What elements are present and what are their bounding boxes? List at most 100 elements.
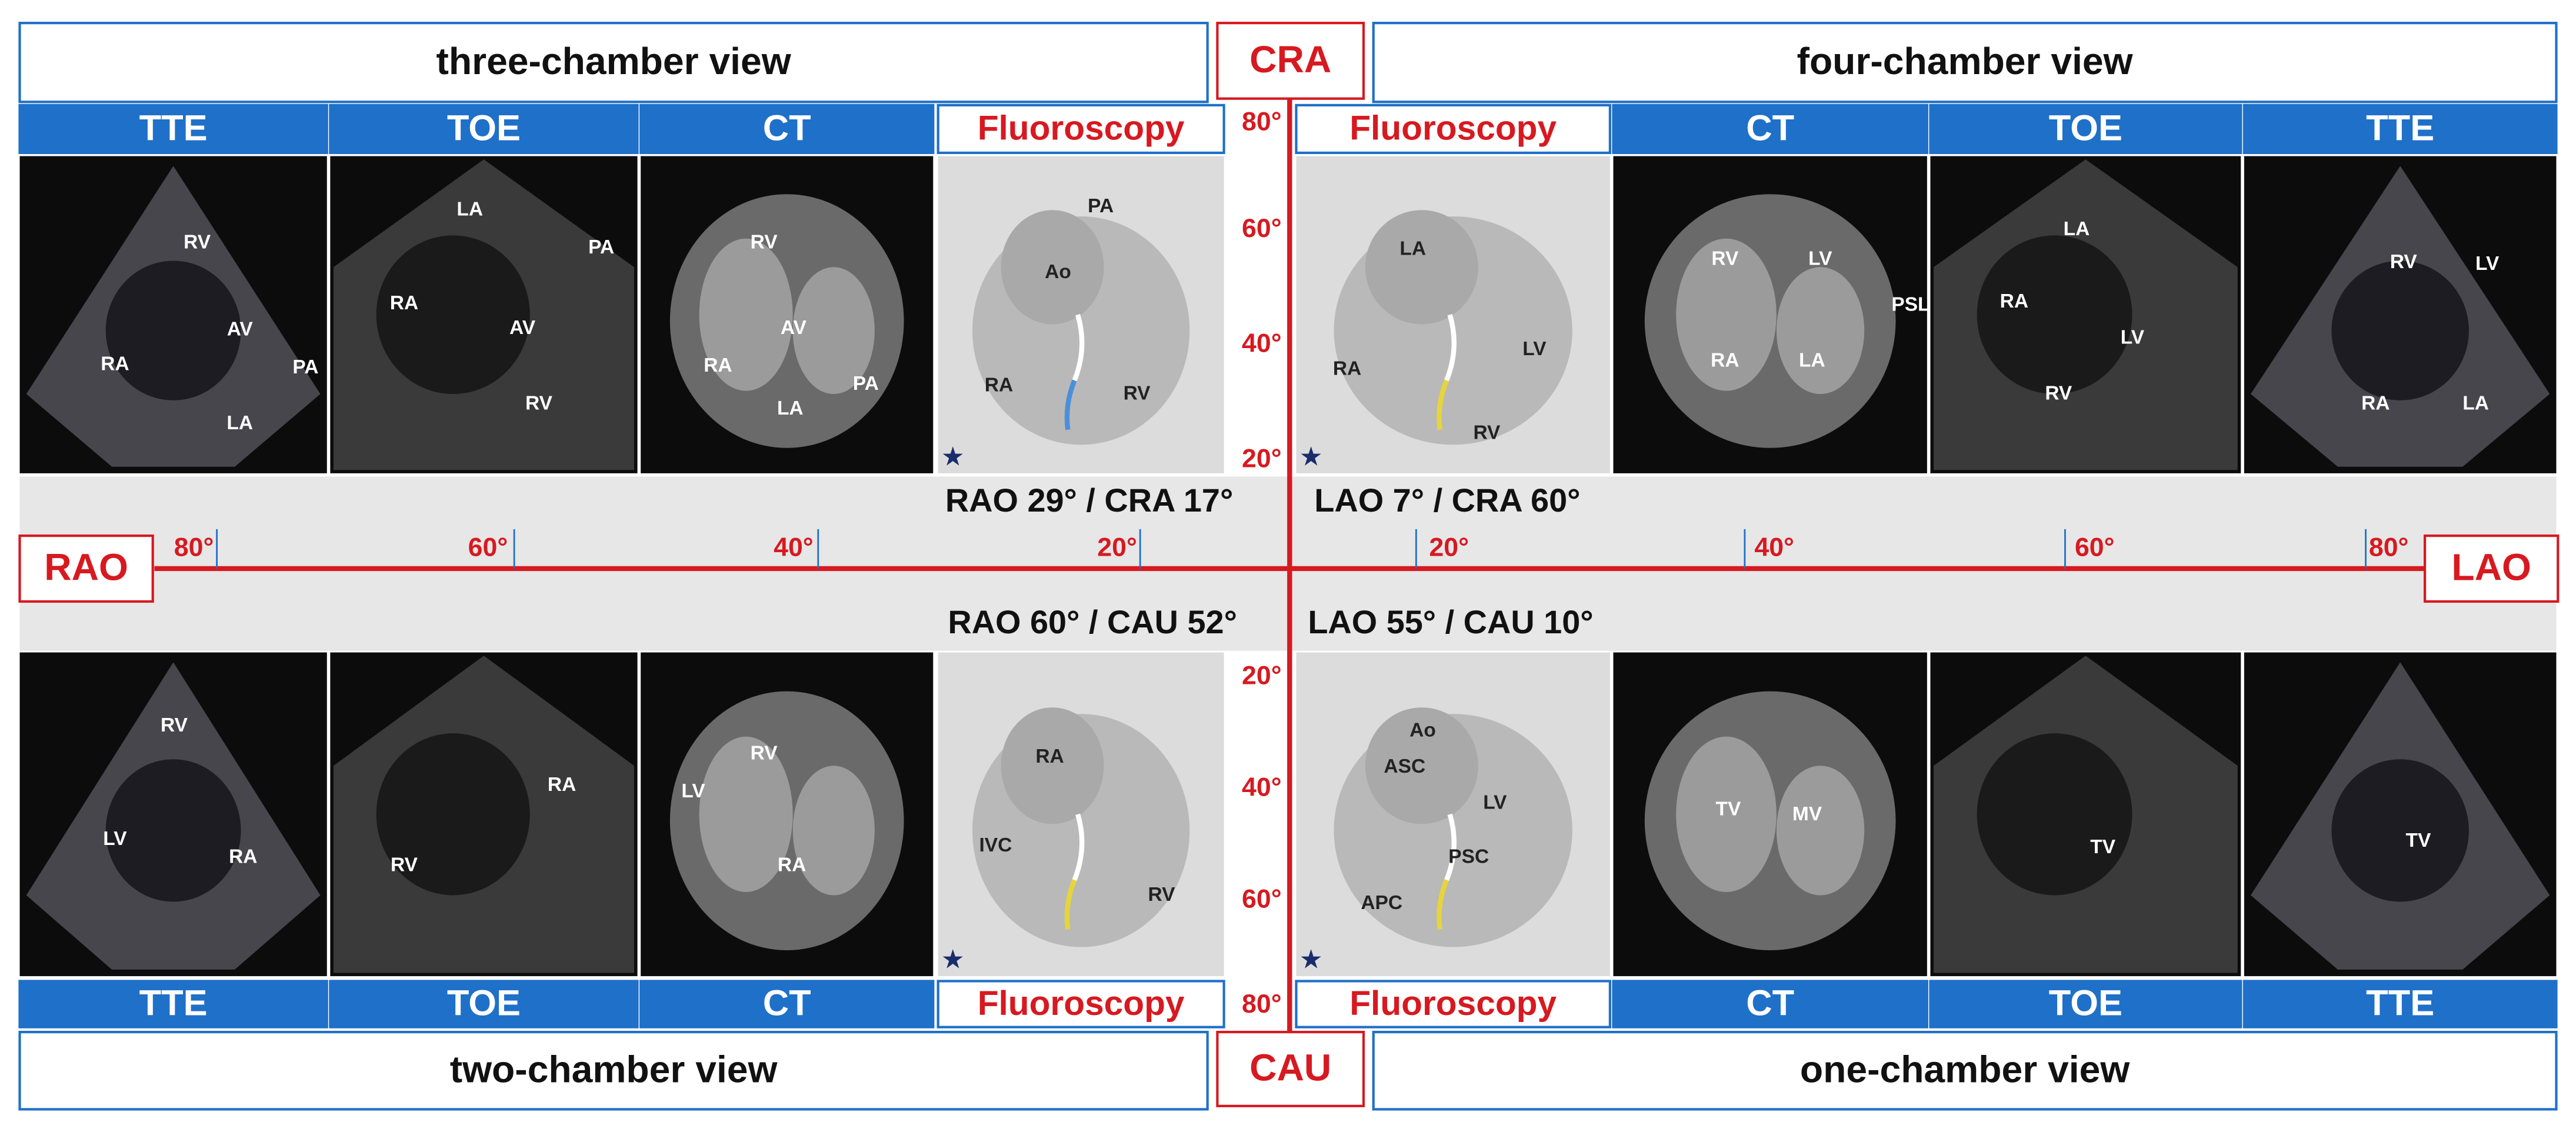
structure-label: RA <box>2361 392 2390 414</box>
modality-header <box>1929 980 2242 1028</box>
structure-label: RV <box>1124 383 1151 405</box>
tick-label: 80° <box>1242 990 1282 1018</box>
structure-label: RV <box>751 231 778 253</box>
structure-label: LA <box>777 398 804 419</box>
tick-label: 20° <box>1242 661 1282 690</box>
image-panel <box>19 156 327 473</box>
tick-label: 40° <box>1242 773 1282 801</box>
axis-label: RAO <box>44 546 128 589</box>
tick-label: 60° <box>1242 884 1282 913</box>
structure-label: RA <box>101 353 129 375</box>
axis-box <box>2423 534 2560 603</box>
echo-cavity <box>2331 759 2469 902</box>
wire <box>1072 813 1085 881</box>
wire <box>1444 313 1457 382</box>
modality-header <box>1295 980 1611 1028</box>
view-title: four-chamber view <box>1797 40 2134 82</box>
structure-label: PA <box>292 356 318 378</box>
tick-label: 40° <box>774 533 814 562</box>
structure-label: APC <box>1361 892 1402 914</box>
tick-label: 80° <box>174 533 214 562</box>
structure-label: RV <box>1473 422 1501 444</box>
modality-header <box>937 980 1225 1028</box>
modality-header <box>1295 103 1611 155</box>
modality-header <box>639 103 935 155</box>
tick-label: 20° <box>1429 533 1469 562</box>
echo-cavity <box>2331 260 2469 400</box>
tick-label: 20° <box>1097 533 1137 562</box>
tick-label: 60° <box>2075 533 2115 562</box>
modality-header <box>1612 103 1928 155</box>
modality-label: TOE <box>2049 108 2122 148</box>
echo-cavity <box>1977 235 2132 395</box>
axis-label: CAU <box>1249 1047 1331 1089</box>
image-panel <box>1930 652 2241 977</box>
view-box <box>18 1031 1209 1111</box>
projection-label: LAO 55° / CAU 10° <box>1308 603 1593 640</box>
echo-cavity <box>376 235 530 395</box>
structure-label: LV <box>2475 253 2500 275</box>
wire <box>1064 879 1077 930</box>
modality-label: CT <box>763 983 811 1024</box>
fluoro-shadow <box>1001 210 1104 325</box>
image-panel <box>330 652 638 977</box>
tick-label: 60° <box>468 533 508 562</box>
modality-header <box>937 103 1225 155</box>
modality-label: TTE <box>139 108 208 148</box>
star: ★ <box>941 946 965 974</box>
structure-label: TV <box>2090 836 2115 858</box>
modality-header <box>2242 980 2558 1028</box>
structure-label: LA <box>456 199 483 221</box>
structure-label: LV <box>1522 338 1547 360</box>
structure-label: LV <box>681 780 705 802</box>
structure-label: LA <box>226 412 253 434</box>
structure-label: AV <box>509 317 536 339</box>
structure-label: RV <box>2045 383 2072 405</box>
tick-label: 80° <box>2369 533 2409 562</box>
image-panel <box>938 652 1224 977</box>
structure-label: LV <box>2121 327 2145 349</box>
image-panel <box>1296 156 1610 473</box>
modality-header <box>1612 980 1928 1028</box>
structure-label: RA <box>548 774 576 796</box>
modality-label: TTE <box>2366 983 2434 1024</box>
image-panel <box>330 156 638 473</box>
structure-label: RA <box>704 355 732 376</box>
echo-cavity <box>105 260 241 400</box>
structure-label: MV <box>1792 803 1822 825</box>
fluoro-shadow <box>1365 707 1478 824</box>
modality-label: Fluoroscopy <box>978 984 1185 1023</box>
modality-label: CT <box>1746 108 1794 148</box>
modality-header <box>329 103 639 155</box>
wire <box>1064 379 1077 430</box>
axis-box <box>1216 1031 1365 1107</box>
ct-chamber <box>1776 766 1865 896</box>
image-panel <box>641 156 934 473</box>
modality-label: Fluoroscopy <box>1349 984 1557 1023</box>
structure-label: RV <box>751 743 778 764</box>
wire <box>1444 813 1457 881</box>
echo-cavity <box>1977 733 2132 896</box>
structure-label: PA <box>853 373 879 395</box>
image-panel <box>2244 652 2557 977</box>
modality-header <box>18 103 328 155</box>
structure-label: RA <box>390 292 418 314</box>
modality-label: Fluoroscopy <box>978 109 1185 148</box>
structure-label: RV <box>1148 884 1175 906</box>
star: ★ <box>1299 946 1323 974</box>
view-box <box>1372 22 2558 103</box>
star: ★ <box>941 443 965 472</box>
tick-label: 40° <box>1754 533 1794 562</box>
structure-label: LA <box>2462 392 2489 414</box>
projection-label: RAO 60° / CAU 52° <box>948 603 1237 640</box>
image-panel <box>641 652 934 977</box>
modality-header <box>329 980 639 1028</box>
ct-chamber <box>699 238 793 391</box>
view-title: two-chamber view <box>450 1048 778 1091</box>
tick-label: 40° <box>1242 329 1282 358</box>
structure-label: LA <box>1399 238 1426 260</box>
projection-label: LAO 7° / CRA 60° <box>1314 482 1580 519</box>
structure-label: RA <box>778 854 806 876</box>
